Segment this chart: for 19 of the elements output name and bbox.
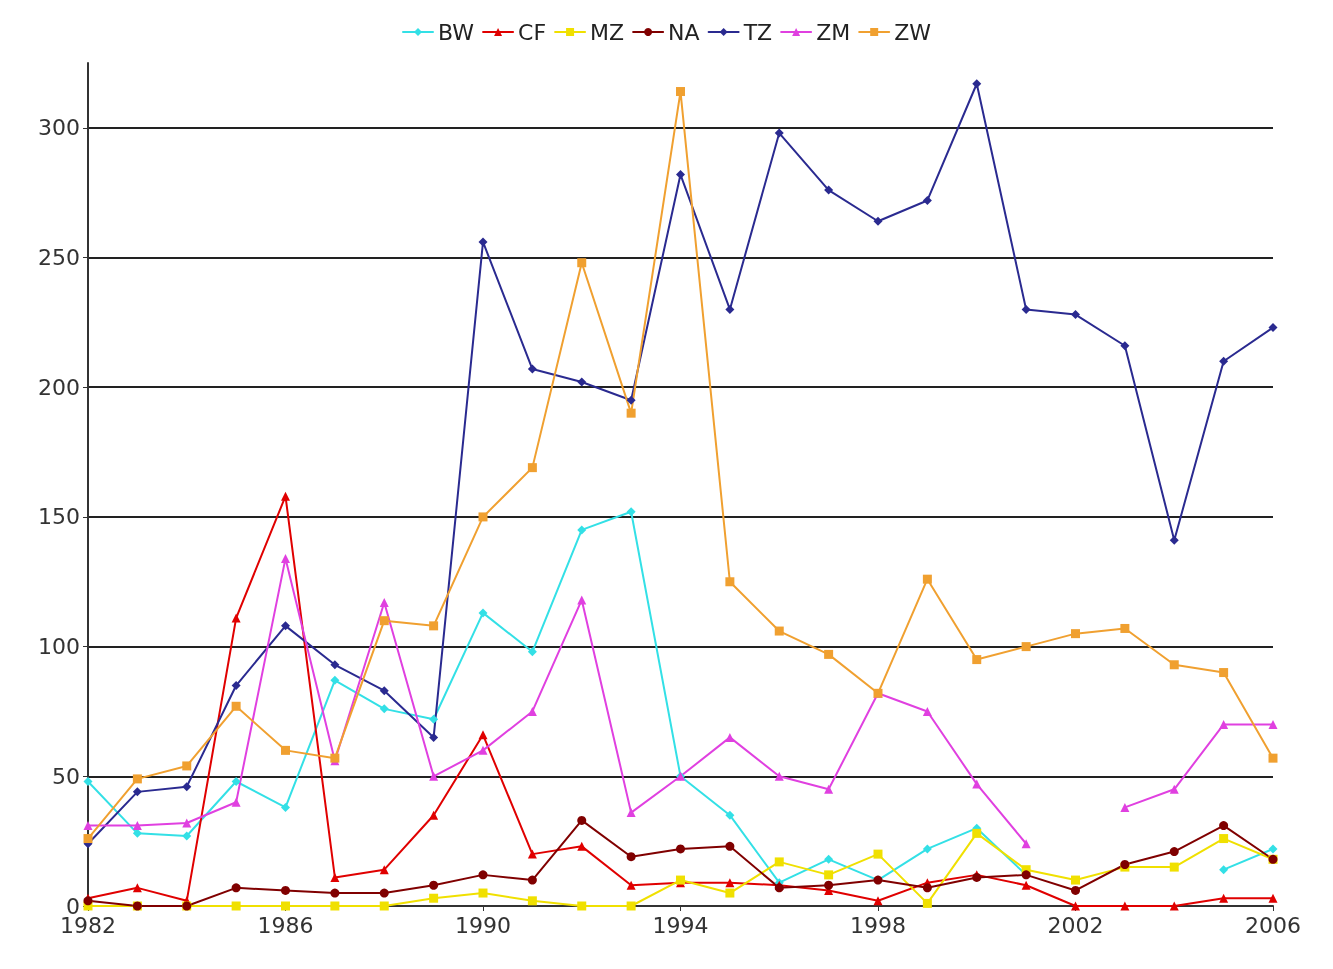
x-tick-label: 1986 (257, 912, 314, 938)
legend-label: NA (668, 19, 700, 45)
y-tick-label: 200 (38, 374, 80, 400)
x-tick-label: 2006 (1245, 912, 1301, 938)
x-tick-label: 2002 (1047, 912, 1104, 938)
y-tick-label: 300 (38, 115, 80, 141)
x-tick-label: 1998 (850, 912, 906, 938)
y-tick-label: 150 (38, 504, 80, 530)
legend-label: ZM (816, 19, 851, 45)
x-tick-label: 1990 (455, 912, 511, 938)
y-tick-label: 50 (52, 763, 80, 789)
legend-label: BW (437, 19, 475, 45)
legend-label: CF (518, 19, 547, 45)
legend-label: ZW (894, 19, 932, 45)
x-tick-label: 1994 (652, 912, 709, 938)
y-tick-label: 100 (38, 634, 80, 660)
y-tick-label: 250 (38, 245, 80, 271)
legend-label: TZ (742, 19, 773, 45)
legend-label: MZ (590, 19, 625, 45)
